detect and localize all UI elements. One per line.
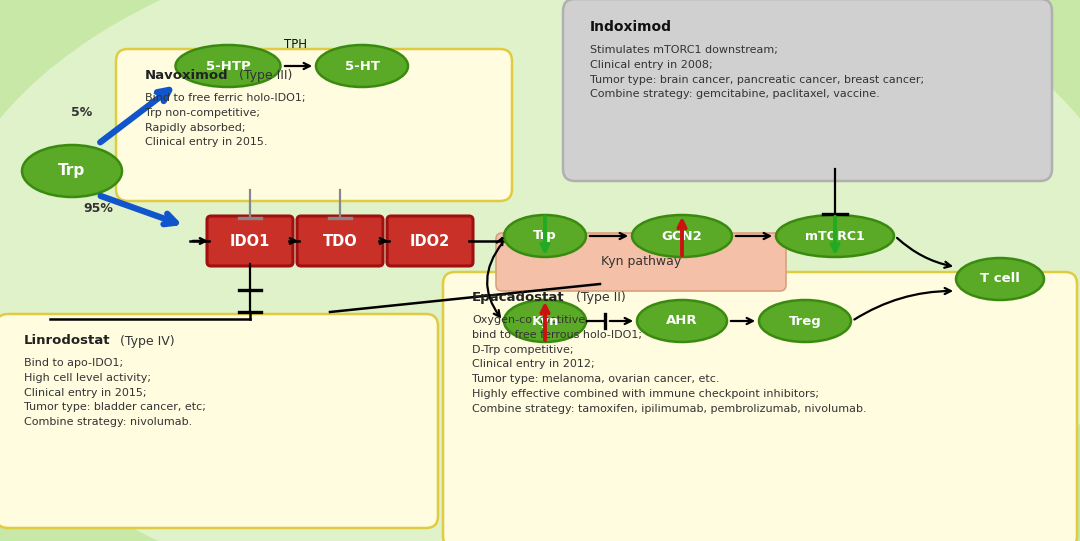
Text: 5-HT: 5-HT xyxy=(345,60,379,72)
Ellipse shape xyxy=(632,215,732,257)
Text: (Type III): (Type III) xyxy=(235,69,293,82)
Text: GCN2: GCN2 xyxy=(662,229,702,242)
Text: 5%: 5% xyxy=(71,107,93,120)
Ellipse shape xyxy=(22,145,122,197)
Ellipse shape xyxy=(316,45,408,87)
Text: Stimulates mTORC1 downstream;
Clinical entry in 2008;
Tumor type: brain cancer, : Stimulates mTORC1 downstream; Clinical e… xyxy=(590,45,924,100)
Text: IDO1: IDO1 xyxy=(230,234,270,248)
FancyBboxPatch shape xyxy=(496,233,786,291)
Text: mTORC1: mTORC1 xyxy=(805,229,865,242)
FancyBboxPatch shape xyxy=(387,216,473,266)
Ellipse shape xyxy=(777,215,894,257)
Text: AHR: AHR xyxy=(666,314,698,327)
FancyBboxPatch shape xyxy=(443,272,1077,541)
Text: Navoximod: Navoximod xyxy=(145,69,229,82)
Text: (Type IV): (Type IV) xyxy=(116,334,175,347)
FancyBboxPatch shape xyxy=(297,216,383,266)
Text: Kyn: Kyn xyxy=(531,314,558,327)
Text: Trp: Trp xyxy=(534,229,557,242)
FancyBboxPatch shape xyxy=(0,314,438,528)
Text: Bind to free ferric holo-IDO1;
Trp non-competitive;
Rapidly absorbed;
Clinical e: Bind to free ferric holo-IDO1; Trp non-c… xyxy=(145,93,306,147)
Text: TDO: TDO xyxy=(323,234,357,248)
Text: 5-HTP: 5-HTP xyxy=(205,60,251,72)
Text: Oxygen-competitive,
bind to free ferrous holo-IDO1;
D-Trp competitive;
Clinical : Oxygen-competitive, bind to free ferrous… xyxy=(472,315,866,414)
FancyBboxPatch shape xyxy=(207,216,293,266)
Ellipse shape xyxy=(504,215,586,257)
Text: Treg: Treg xyxy=(788,314,822,327)
Text: IDO2: IDO2 xyxy=(410,234,450,248)
Text: Kyn pathway: Kyn pathway xyxy=(600,255,681,268)
Text: TPH: TPH xyxy=(283,38,307,51)
Ellipse shape xyxy=(504,300,586,342)
Text: Epacadostat: Epacadostat xyxy=(472,292,565,305)
Ellipse shape xyxy=(175,45,281,87)
FancyBboxPatch shape xyxy=(563,0,1052,181)
Ellipse shape xyxy=(956,258,1044,300)
Ellipse shape xyxy=(637,300,727,342)
Text: Indoximod: Indoximod xyxy=(590,20,672,34)
Text: 95%: 95% xyxy=(83,202,113,215)
Text: Trp: Trp xyxy=(58,163,85,179)
Text: Linrodostat: Linrodostat xyxy=(24,334,110,347)
FancyBboxPatch shape xyxy=(116,49,512,201)
Text: T cell: T cell xyxy=(980,273,1020,286)
Text: (Type II): (Type II) xyxy=(572,292,625,305)
Ellipse shape xyxy=(759,300,851,342)
Text: Bind to apo-IDO1;
High cell level activity;
Clinical entry in 2015;
Tumor type: : Bind to apo-IDO1; High cell level activi… xyxy=(24,358,206,427)
